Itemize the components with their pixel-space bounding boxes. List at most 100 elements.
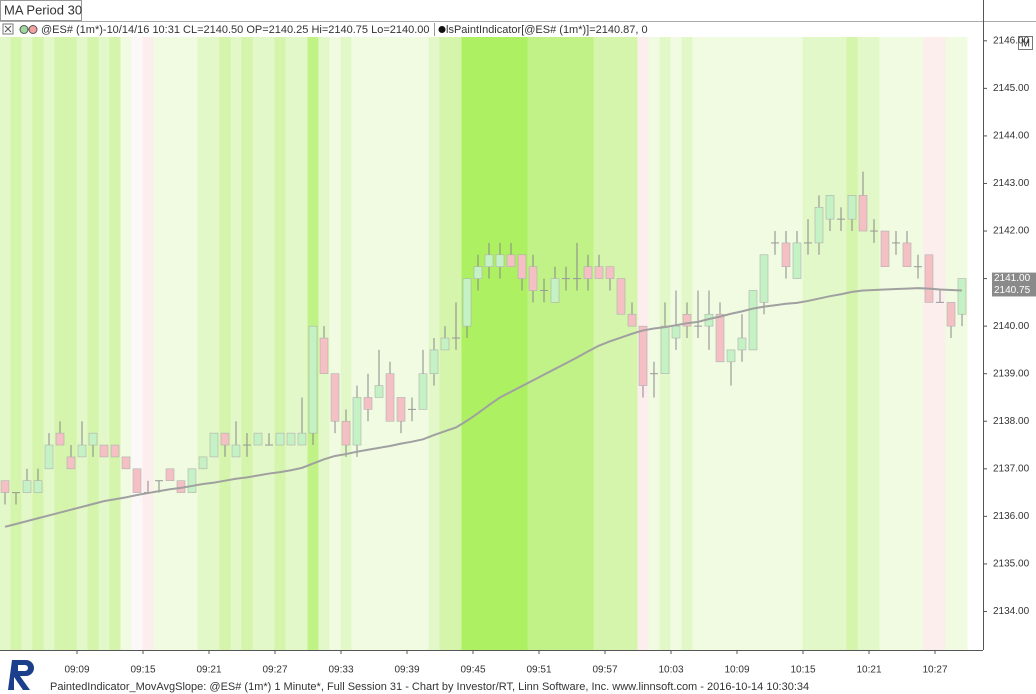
paint-band: [329, 37, 341, 650]
y-tick-label: 2146.00: [993, 35, 1030, 46]
candle-body: [870, 230, 878, 232]
candle-body: [452, 337, 460, 339]
candle-body: [187, 468, 197, 493]
paint-band: [483, 37, 495, 650]
candle-body: [484, 254, 494, 267]
paint-band: [263, 37, 275, 650]
down-icon: [28, 25, 38, 34]
paint-band: [153, 37, 165, 650]
paint-band: [494, 37, 506, 650]
candle-body: [132, 468, 142, 493]
candle-body: [341, 420, 351, 446]
plot-area: [0, 37, 968, 650]
paint-band: [626, 37, 638, 650]
candle-body: [408, 408, 416, 410]
paint-band: [131, 37, 143, 650]
candle-body: [155, 480, 163, 482]
paint-band: [758, 37, 770, 650]
paint-band: [43, 37, 55, 650]
candle-body: [550, 278, 560, 303]
paint-band: [395, 37, 407, 650]
candle-body: [694, 325, 702, 327]
paint-band: [373, 37, 385, 650]
menu-button[interactable]: [1018, 36, 1033, 50]
paint-band: [945, 37, 957, 650]
paint-band: [549, 37, 561, 650]
y-tick-label: 2140.00: [993, 321, 1030, 332]
paint-band: [725, 37, 737, 650]
paint-band: [538, 37, 550, 650]
x-tick-label: 09:57: [592, 665, 617, 676]
candle-body: [44, 444, 54, 470]
paint-band: [197, 37, 209, 650]
candle-body: [914, 266, 922, 268]
candle-body: [616, 278, 626, 315]
y-tick-label: 2139.00: [993, 368, 1030, 379]
paint-band: [0, 37, 11, 650]
paint-band: [219, 37, 231, 650]
tab-label: MA Period 30: [4, 2, 82, 17]
candle-body: [352, 397, 362, 446]
x-tick-label: 09:33: [328, 665, 353, 676]
paint-band: [120, 37, 132, 650]
paint-band: [384, 37, 396, 650]
candle-body: [847, 195, 857, 220]
x-tick-label: 09:39: [394, 665, 419, 676]
tab[interactable]: [0, 0, 82, 21]
paint-band: [252, 37, 264, 650]
x-tick-label: 09:21: [196, 665, 221, 676]
candle-body: [638, 325, 648, 386]
price-marker-label: 2140.75: [994, 285, 1031, 296]
x-tick-label: 10:27: [922, 665, 947, 676]
paint-band: [109, 37, 121, 650]
y-tick-label: 2143.00: [993, 178, 1030, 189]
candle-body: [506, 254, 516, 267]
candle-body: [385, 373, 395, 422]
candle-body: [858, 195, 868, 232]
paint-band: [505, 37, 517, 650]
candle-body: [726, 349, 736, 363]
candle-body: [660, 325, 670, 374]
paint-band: [186, 37, 198, 650]
candle-body: [759, 254, 769, 303]
paint-band: [516, 37, 528, 650]
y-tick-label: 2144.00: [993, 131, 1030, 142]
price-marker-label: 2141.00: [994, 273, 1031, 284]
candle-body: [825, 195, 835, 220]
paint-band: [10, 37, 22, 650]
candle-body: [22, 480, 32, 493]
candle-body: [363, 397, 373, 410]
paint-band: [934, 37, 946, 650]
paint-band: [76, 37, 88, 650]
candle-body: [209, 432, 219, 458]
x-tick-label: 09:09: [64, 665, 89, 676]
y-tick-label: 2137.00: [993, 463, 1030, 474]
paint-band: [164, 37, 176, 650]
paint-band: [604, 37, 616, 650]
footer: PaintedIndicator_MovAvgSlope: @ES# (1m*)…: [50, 681, 809, 693]
candle-body: [517, 254, 527, 279]
header-row: [0, 22, 983, 37]
up-icon: [19, 25, 29, 34]
paint-band: [285, 37, 297, 650]
paint-band: [142, 37, 154, 650]
y-tick-label: 2142.00: [993, 226, 1030, 237]
paint-band: [65, 37, 77, 650]
moving-average: [4, 287, 963, 528]
x-tick-label: 09:15: [130, 665, 155, 676]
paint-band: [230, 37, 242, 650]
paint-band: [868, 37, 880, 650]
close-icon: [4, 25, 12, 33]
paint-band: [527, 37, 539, 650]
candle-body: [121, 456, 131, 470]
candle-body: [473, 266, 483, 279]
legend-text: @ES# (1m*)-10/14/16 10:31 CL=2140.50 OP=…: [41, 24, 430, 36]
candle-body: [220, 432, 230, 446]
paint-band: [571, 37, 583, 650]
paint-band: [87, 37, 99, 650]
candle-body: [198, 456, 208, 470]
paint-band: [901, 37, 913, 650]
paint-band: [21, 37, 33, 650]
paint-band: [802, 37, 814, 650]
candle-body: [627, 313, 637, 327]
